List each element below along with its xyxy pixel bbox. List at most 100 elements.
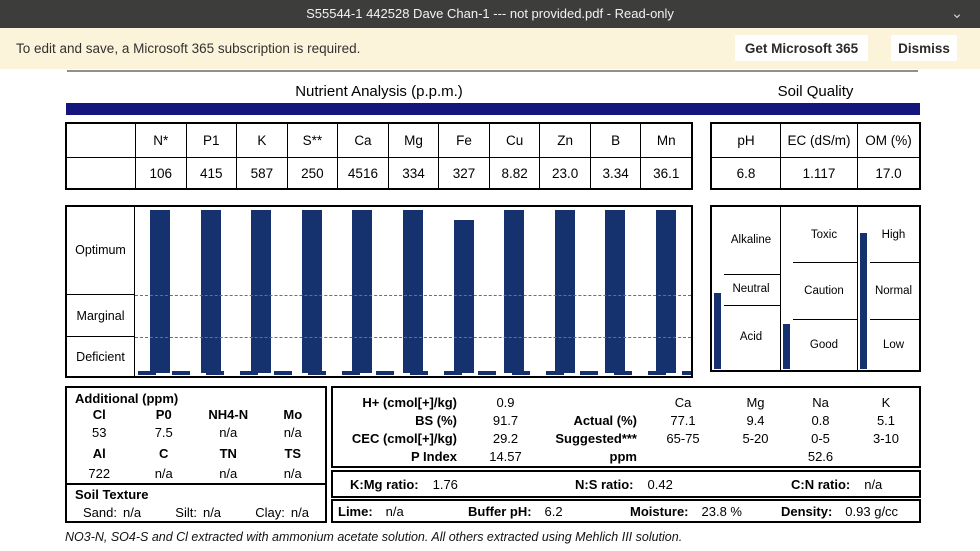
- nutrient-bar: [655, 210, 676, 373]
- quality-zone-label: Alkaline: [730, 234, 772, 247]
- exchange-cell: Mg: [746, 394, 765, 410]
- zone-label: Optimum: [67, 207, 134, 295]
- nutrient-header-cell: N*: [135, 124, 186, 158]
- nutrient-bar: [352, 210, 373, 373]
- quality-zone-line: [870, 319, 919, 321]
- additional-label: C: [159, 445, 169, 461]
- nutrient-table: N* P1 K S** Ca Mg Fe Cu Zn B Mn 106 415 587 250 4516 334…: [65, 122, 693, 190]
- additional-title: Additional (ppm): [75, 391, 179, 406]
- window-title: S55544-1 442528 Dave Chan-1 --- not prov…: [306, 6, 674, 21]
- quality-bar: [860, 233, 867, 369]
- nutrient-header-cell: P1: [185, 124, 237, 158]
- nutrient-value-cell: 3.34: [589, 158, 641, 188]
- additional-value: 722: [88, 466, 111, 481]
- misc-value: n/a: [385, 503, 404, 519]
- zone-label: Marginal: [67, 295, 134, 338]
- bar-cell: [135, 207, 186, 376]
- additional-value: 53: [92, 425, 107, 440]
- nutrient-header-cell: Mg: [387, 124, 439, 158]
- nutrient-bar: [605, 210, 626, 373]
- bars-grid: [135, 207, 691, 376]
- quality-value-cell: 6.8: [736, 165, 756, 181]
- additional-label: Mo: [283, 407, 303, 422]
- misc-label: Buffer pH:: [468, 503, 532, 519]
- quality-column: Alkaline Neutral Acid: [712, 207, 780, 370]
- nutrient-bar: [301, 210, 322, 373]
- additional-value: 7.5: [154, 425, 173, 440]
- misc-label: Lime:: [338, 503, 373, 519]
- bar-cell: [438, 207, 489, 376]
- quality-table: pH EC (dS/m) OM (%) 6.8 1.117 17.0: [710, 122, 921, 190]
- additional-panel: Additional (ppm) Cl P0 NH4-N Mo 53 7.5 n/a n/a A…: [65, 386, 327, 523]
- quality-header-cell: EC (dS/m): [780, 124, 857, 158]
- subscription-banner: To edit and save, a Microsoft 365 subscr…: [0, 28, 980, 69]
- texture-item-label: Clay:: [255, 505, 285, 520]
- quality-value-cell: 17.0: [857, 158, 919, 188]
- texture-item-value: n/a: [290, 505, 309, 520]
- exchange-cell: 0-5: [811, 430, 830, 446]
- misc-group: Moisture: 23.8 %: [630, 504, 781, 519]
- zone-label: Deficient: [76, 349, 125, 364]
- additional-value: n/a: [219, 466, 238, 481]
- exchange-cell: ppm: [609, 448, 637, 464]
- bar-cell: [186, 207, 237, 376]
- quality-zone-label: Normal: [874, 284, 913, 297]
- quality-column: Toxic Caution Good: [780, 207, 857, 370]
- exchange-cell: K: [881, 394, 891, 410]
- additional-label: TN: [219, 445, 237, 461]
- additional-label: Cl: [92, 407, 106, 422]
- ratio-label: C:N ratio:: [791, 476, 851, 492]
- zone-dash-line: [135, 294, 691, 296]
- additional-label: TS: [284, 445, 302, 461]
- footnote: NO3-N, SO4-S and Cl extracted with ammon…: [65, 530, 683, 544]
- chevron-down-icon[interactable]: ⌄: [944, 0, 970, 28]
- exchange-cell: BS (%): [415, 412, 457, 428]
- texture-item-label: Sand:: [83, 505, 117, 520]
- exchange-cell: Ca: [674, 394, 692, 410]
- exchange-cell: 0.8: [811, 412, 830, 428]
- nutrient-header-cell: Fe: [438, 124, 489, 158]
- bar-cell: [236, 207, 287, 376]
- nutrient-value-cell: 8.82: [488, 158, 540, 188]
- nutrient-bar: [200, 210, 221, 373]
- bar-cell: [489, 207, 540, 376]
- bar-cell: [640, 207, 691, 376]
- misc-panel: Lime: n/a Buffer pH: 6.2 Moisture: 23.8 % Dens…: [331, 499, 921, 523]
- nutrient-value-cell: 36.1: [640, 158, 691, 188]
- chart-plot: [135, 207, 691, 376]
- misc-group: Buffer pH: 6.2: [468, 504, 630, 519]
- nutrient-header-cell: Cu: [488, 124, 540, 158]
- exchange-cell: Na: [812, 394, 829, 410]
- misc-label: Moisture:: [630, 503, 689, 519]
- quality-header-cell: pH: [712, 124, 780, 158]
- texture-item: Sand: n/a: [83, 505, 141, 520]
- ratio-group: N:S ratio: 0.42: [558, 477, 773, 492]
- exchange-panel: H+ (cmol[+]/kg) 0.9 Ca Mg Na K BS (%) 91.7 Actua…: [331, 386, 921, 468]
- nutrient-value-cell: [67, 158, 135, 188]
- dismiss-button[interactable]: Dismiss: [891, 35, 957, 61]
- bar-cell: [539, 207, 590, 376]
- chart-baseline: [138, 371, 691, 375]
- quality-zone-line: [793, 262, 857, 264]
- quality-zone-line: [870, 262, 919, 264]
- nutrient-chart: Optimum Marginal Deficient: [65, 205, 693, 378]
- nutrient-bar: [554, 210, 575, 373]
- nutrient-header-cell: K: [236, 124, 287, 158]
- quality-bar: [714, 293, 721, 369]
- nutrient-bar: [251, 210, 272, 373]
- exchange-cell: 3-10: [872, 430, 900, 446]
- quality-column: High Normal Low: [857, 207, 919, 370]
- misc-value: 6.2: [544, 503, 563, 519]
- get-microsoft-365-button[interactable]: Get Microsoft 365: [735, 35, 868, 61]
- nutrient-header-cell: Ca: [337, 124, 388, 158]
- nutrient-value-cell: 4516: [337, 158, 388, 188]
- banner-message: To edit and save, a Microsoft 365 subscr…: [16, 41, 361, 56]
- texture-item: Silt: n/a: [175, 505, 221, 520]
- quality-zone-line: [724, 273, 780, 275]
- header-accent-bar: [66, 103, 920, 115]
- nutrient-bar: [504, 210, 525, 373]
- nutrient-value-cell: 23.0: [539, 158, 590, 188]
- additional-label: P0: [155, 407, 172, 422]
- nutrient-value-cell: 106: [135, 158, 186, 188]
